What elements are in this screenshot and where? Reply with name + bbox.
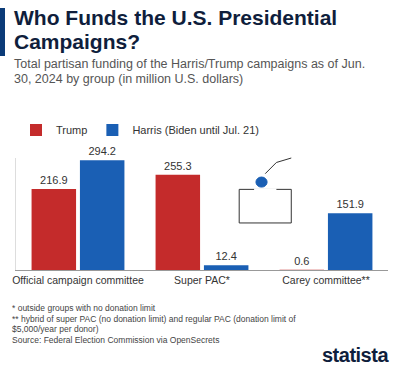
- svg-text:294.2: 294.2: [88, 145, 116, 157]
- svg-text:Super PAC*: Super PAC*: [174, 274, 230, 286]
- html-text:Source: Federal Election Commi: Source: Federal Election Commission via …: [12, 334, 220, 345]
- svg-text:12.4: 12.4: [215, 250, 236, 262]
- svg-text:255.3: 255.3: [164, 160, 192, 172]
- svg-text:Harris (Biden until Jul. 21): Harris (Biden until Jul. 21): [132, 124, 259, 136]
- html-text:statista: statista: [322, 344, 388, 366]
- html-text:** hybrid of super PAC (no don: ** hybrid of super PAC (no donation limi…: [12, 313, 296, 334]
- html-text:Total partisan funding of the: Total partisan funding of the Harris/Tru…: [14, 57, 366, 86]
- svg-text:216.9: 216.9: [40, 174, 68, 186]
- svg-text:Carey committee**: Carey committee**: [282, 274, 370, 286]
- svg-text:0.6: 0.6: [294, 255, 309, 267]
- svg-text:151.9: 151.9: [336, 198, 364, 210]
- html-text:Who Funds the U.S. Presidentia: Who Funds the U.S. Presidential Campaign…: [14, 6, 338, 53]
- svg-text:Trump: Trump: [56, 124, 87, 136]
- svg-text:Official campaign committee: Official campaign committee: [12, 274, 144, 286]
- html-text:* outside groups with no donat: * outside groups with no donation limit: [12, 303, 156, 313]
